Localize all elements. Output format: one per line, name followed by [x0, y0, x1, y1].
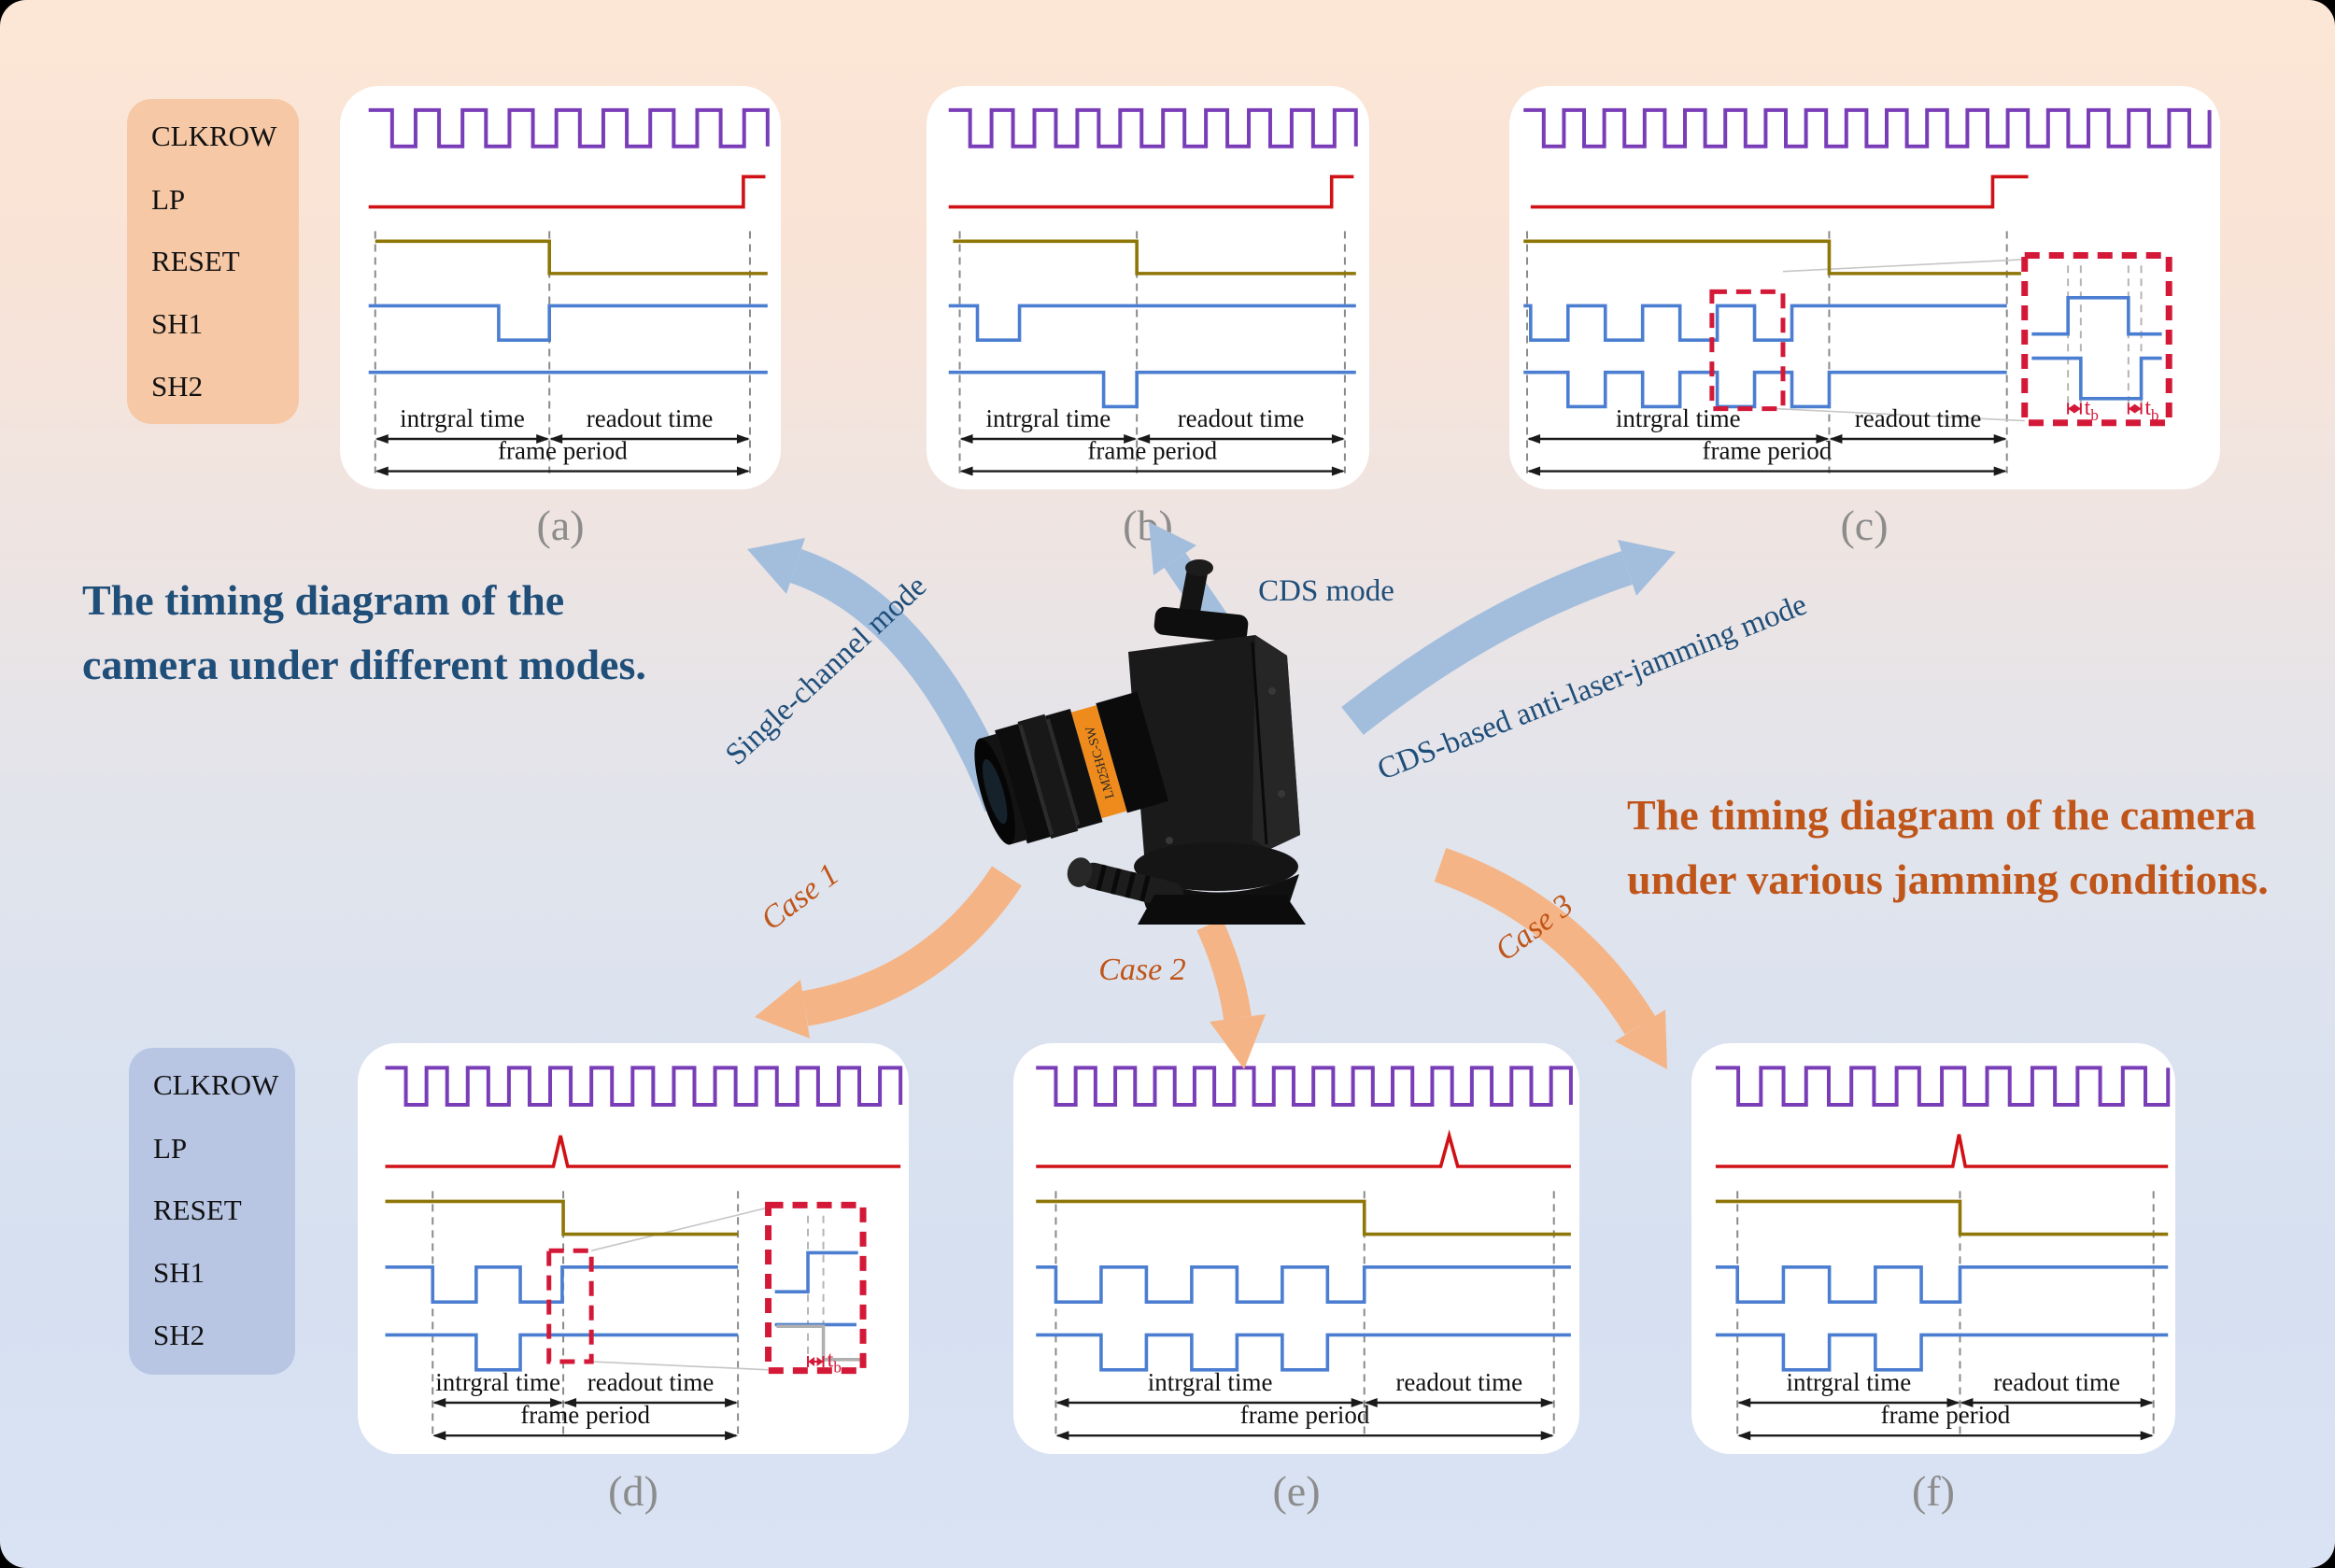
waveform-e: intrgral time readout time frame period	[1036, 1066, 1573, 1441]
waveform-d: intrgral time readout time frame period tb	[385, 1066, 903, 1441]
heading-jamming-line1: The timing diagram of the camera	[1627, 791, 2257, 839]
heading-modes: The timing diagram of the camera under d…	[82, 568, 717, 697]
signal-label-box-top: CLKROW LP RESET SH1 SH2	[127, 99, 299, 424]
tripod-base	[1138, 895, 1306, 925]
caption-b: (b)	[1123, 501, 1173, 549]
svg-text:frame period: frame period	[1240, 1401, 1370, 1429]
svg-text:intrgral time: intrgral time	[400, 404, 525, 432]
label-cds-anti-laser-mode: CDS-based anti-laser-jamming mode	[1373, 587, 1812, 787]
timing-panel-a: intrgral time readout time frame period	[340, 86, 781, 489]
waveform-b: intrgral time readout time frame period	[948, 107, 1358, 476]
svg-text:frame period: frame period	[498, 437, 628, 465]
svg-text:tb: tb	[828, 1349, 842, 1377]
signal-label-reset: RESET	[153, 1194, 242, 1226]
label-cds-mode: CDS mode	[1258, 574, 1394, 608]
caption-e: (e)	[1272, 1467, 1321, 1515]
signal-label-reset: RESET	[151, 245, 240, 277]
svg-text:readout time: readout time	[587, 1368, 715, 1396]
waveform-a: intrgral time readout time frame period	[368, 107, 770, 476]
svg-text:intrgral time: intrgral time	[1786, 1368, 1911, 1396]
caption-c: (c)	[1840, 501, 1889, 549]
label-case-3: Case 3	[1489, 887, 1580, 968]
timing-panel-c: intrgral time readout time frame period tb t…	[1509, 86, 2220, 489]
signal-label-sh2: SH2	[153, 1319, 205, 1351]
heading-modes-line2: camera under different modes.	[82, 641, 646, 688]
arrow-single-channel-mode	[747, 538, 1018, 812]
label-case-1: Case 1	[755, 856, 846, 938]
timing-panel-d: intrgral time readout time frame period tb	[358, 1043, 909, 1454]
svg-text:tb: tb	[2144, 396, 2158, 424]
svg-text:readout time: readout time	[1178, 404, 1305, 432]
timing-panel-e: intrgral time readout time frame period	[1013, 1043, 1579, 1454]
svg-text:frame period: frame period	[1881, 1401, 2011, 1429]
label-case-2: Case 2	[1098, 953, 1186, 987]
caption-a: (a)	[536, 501, 585, 549]
svg-text:intrgral time: intrgral time	[435, 1368, 560, 1396]
signal-label-box-bottom: CLKROW LP RESET SH1 SH2	[129, 1048, 295, 1375]
svg-text:frame period: frame period	[1087, 437, 1217, 465]
caption-d: (d)	[608, 1467, 658, 1515]
signal-label-clkrow: CLKROW	[153, 1068, 279, 1101]
signal-label-sh2: SH2	[151, 370, 204, 403]
svg-text:frame period: frame period	[520, 1401, 650, 1429]
heading-jamming-line2: under various jamming conditions.	[1627, 855, 2269, 903]
signal-label-sh1: SH1	[151, 307, 204, 340]
svg-text:intrgral time: intrgral time	[1148, 1368, 1273, 1396]
signal-label-lp: LP	[151, 183, 186, 216]
svg-text:readout time: readout time	[1395, 1368, 1522, 1396]
svg-text:readout time: readout time	[1855, 404, 1982, 432]
signal-label-sh1: SH1	[153, 1256, 205, 1289]
svg-text:intrgral time: intrgral time	[1616, 404, 1741, 432]
signal-label-lp: LP	[153, 1132, 188, 1165]
svg-text:intrgral time: intrgral time	[985, 404, 1111, 432]
camera-lens: LM25HC-SW	[974, 691, 1169, 845]
label-single-channel-mode: Single-channel mode	[719, 569, 934, 772]
heading-jamming: The timing diagram of the camera under v…	[1627, 783, 2300, 911]
camera-image: LM25HC-SW	[974, 559, 1306, 925]
timing-panel-f: intrgral time readout time frame period	[1691, 1043, 2175, 1454]
signal-label-clkrow: CLKROW	[151, 120, 277, 152]
timing-panel-b: intrgral time readout time frame period	[927, 86, 1369, 489]
caption-f: (f)	[1912, 1467, 1955, 1515]
tripod-head	[1134, 842, 1298, 891]
heading-modes-line1: The timing diagram of the	[82, 576, 565, 624]
waveform-f: intrgral time readout time frame period	[1715, 1066, 2171, 1441]
svg-text:readout time: readout time	[1993, 1368, 2120, 1396]
svg-text:readout time: readout time	[587, 404, 714, 432]
svg-text:frame period: frame period	[1703, 437, 1833, 465]
arrow-cds-anti-laser-mode	[1341, 540, 1676, 735]
